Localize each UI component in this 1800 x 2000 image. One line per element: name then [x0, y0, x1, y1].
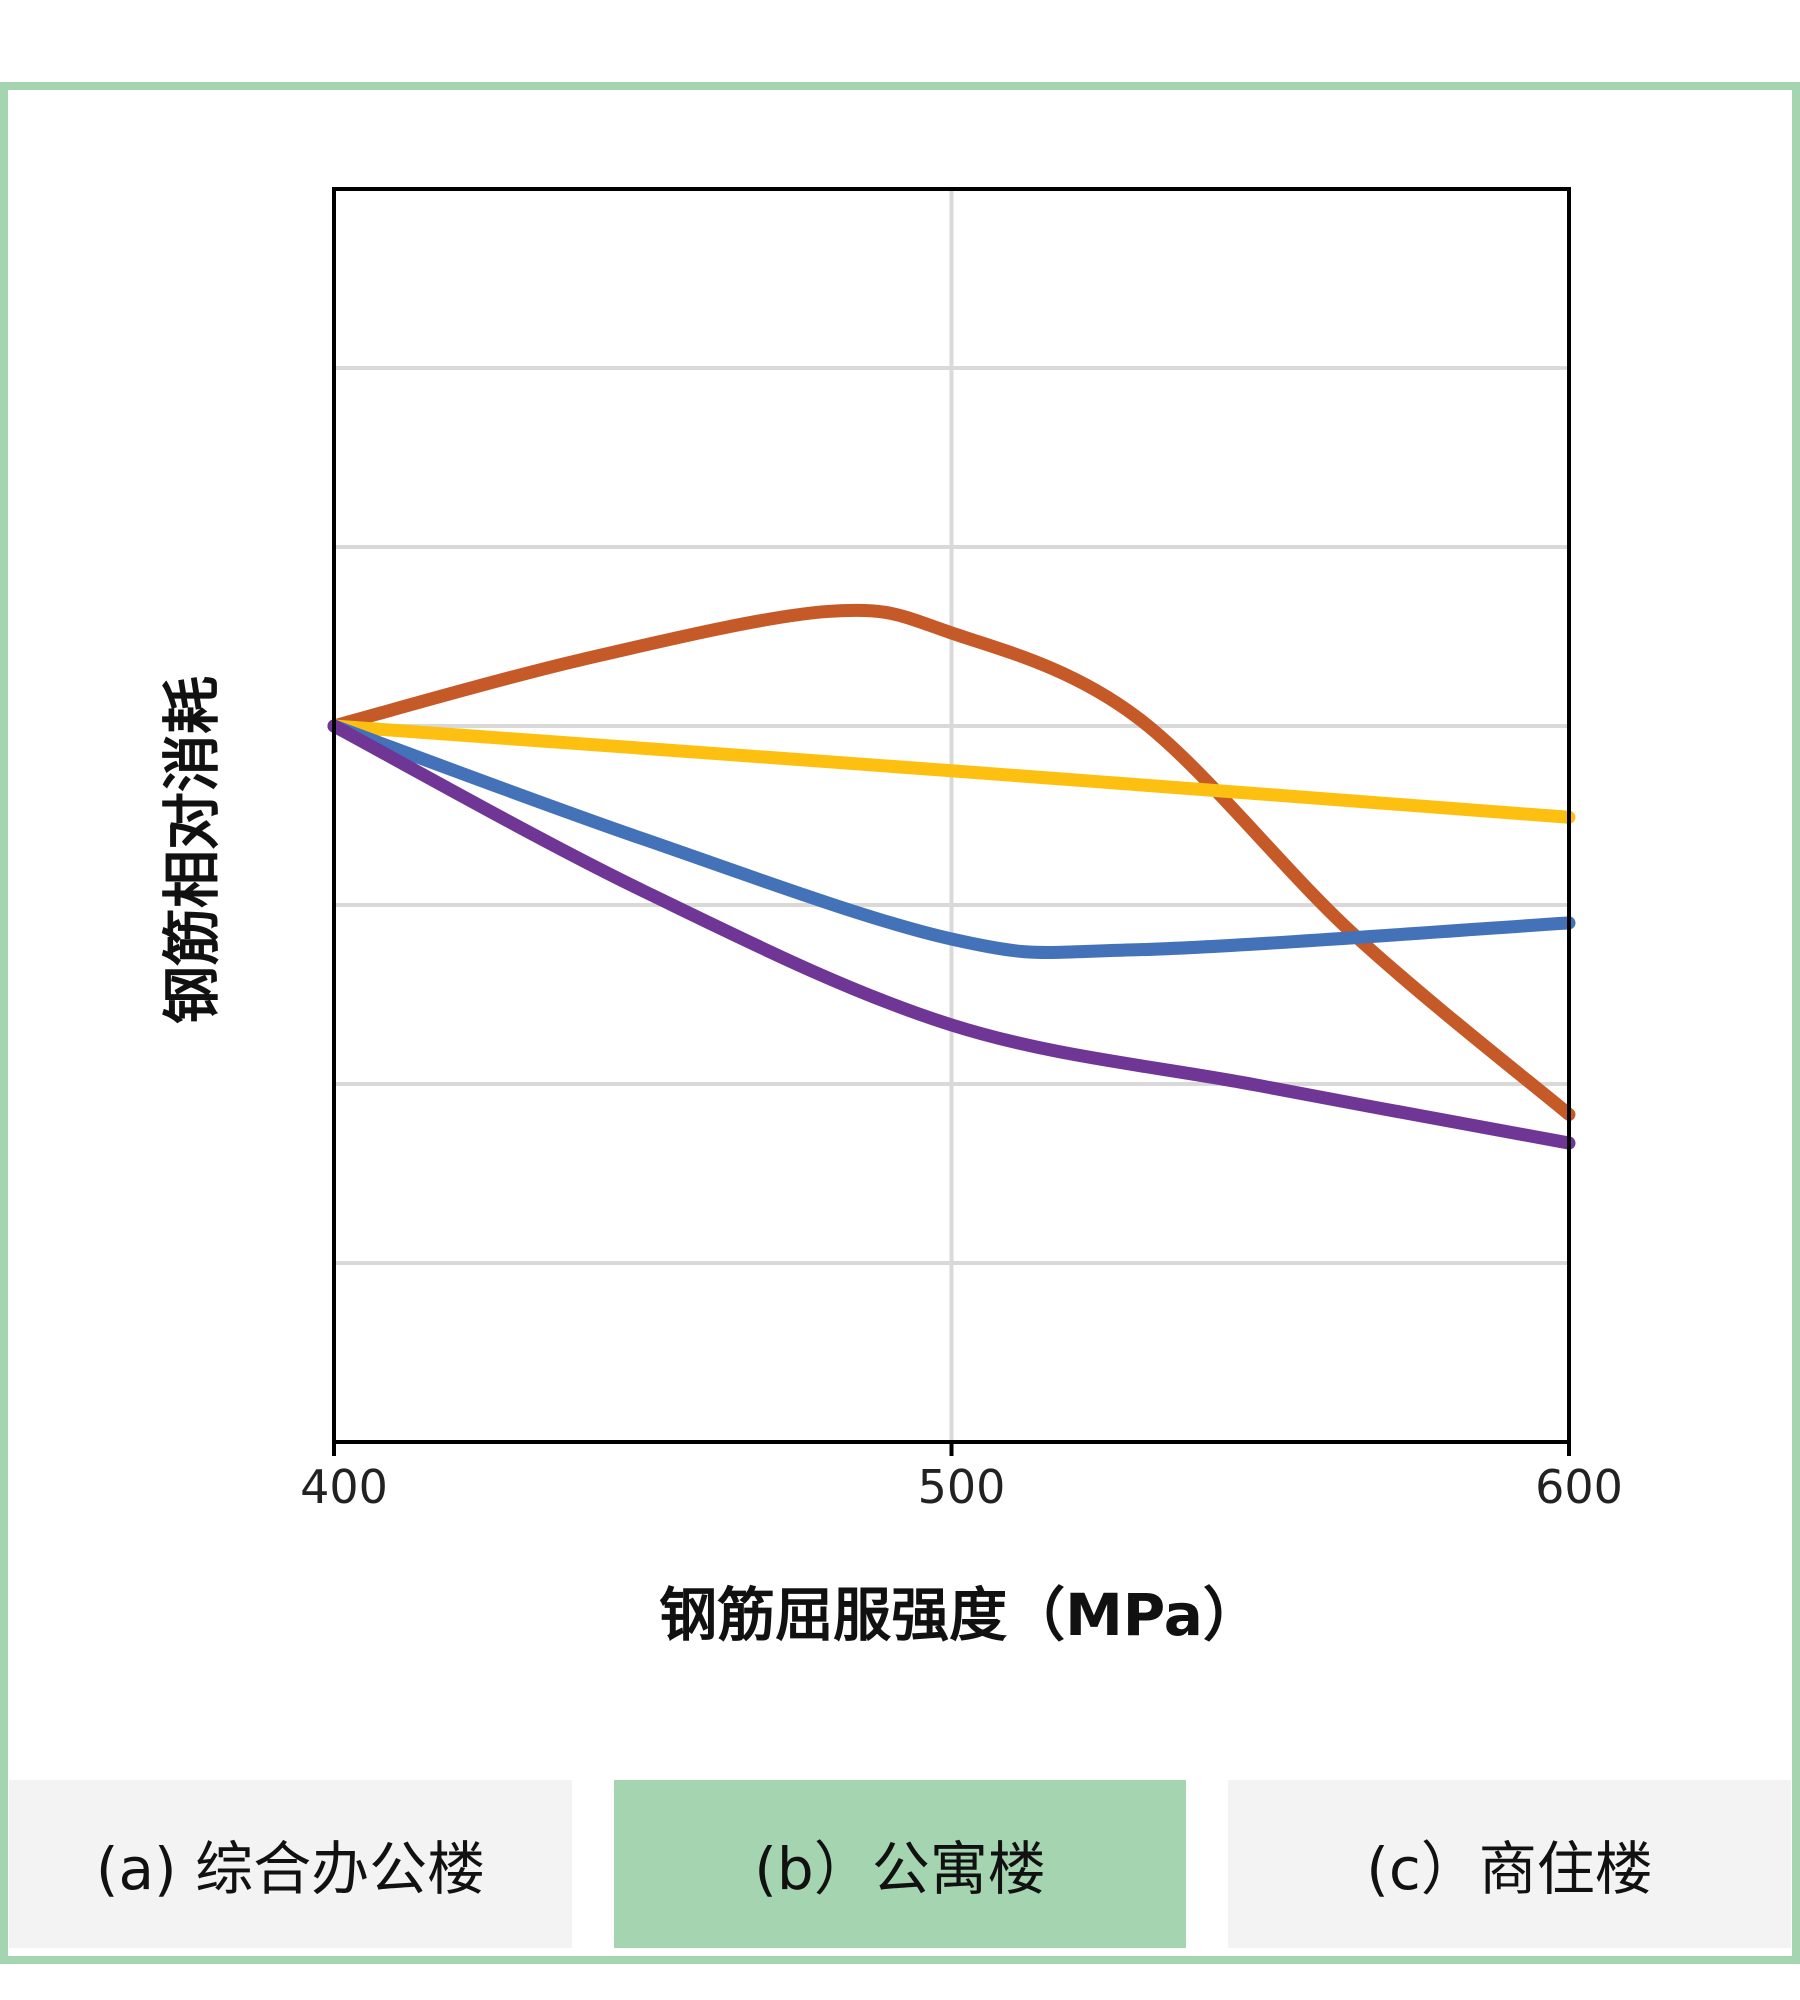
tab-label: (a) 综合办公楼: [95, 1835, 486, 1903]
x-axis-label: 钢筋屈服强度（MPa）: [659, 1581, 1261, 1649]
series-line-purple: [327, 719, 1576, 1150]
line-chart: 400 500 600 钢筋屈服强度（MPa） 钢筋相对消耗: [158, 187, 1623, 1649]
figure-frame: [0, 82, 1800, 1964]
tab-label: (b）公寓楼: [754, 1835, 1046, 1903]
tab-commercial-residential-building[interactable]: (c）商住楼: [1228, 1780, 1791, 1948]
series-line-blue: [327, 719, 1576, 959]
series-line-yellow: [327, 719, 1576, 824]
axes: [332, 187, 1571, 1456]
series-lines: [327, 603, 1576, 1150]
grid: [334, 189, 1569, 1442]
x-tick-label: 400: [300, 1460, 388, 1514]
x-tick-labels: 400 500 600: [300, 1460, 1623, 1514]
x-tick-label: 600: [1535, 1460, 1623, 1514]
tab-apartment-building[interactable]: (b）公寓楼: [614, 1780, 1186, 1948]
tab-office-building[interactable]: (a) 综合办公楼: [9, 1780, 572, 1948]
y-axis-label: 钢筋相对消耗: [158, 676, 226, 1024]
x-tick-label: 500: [918, 1460, 1006, 1514]
tab-label: (c）商住楼: [1366, 1835, 1653, 1903]
